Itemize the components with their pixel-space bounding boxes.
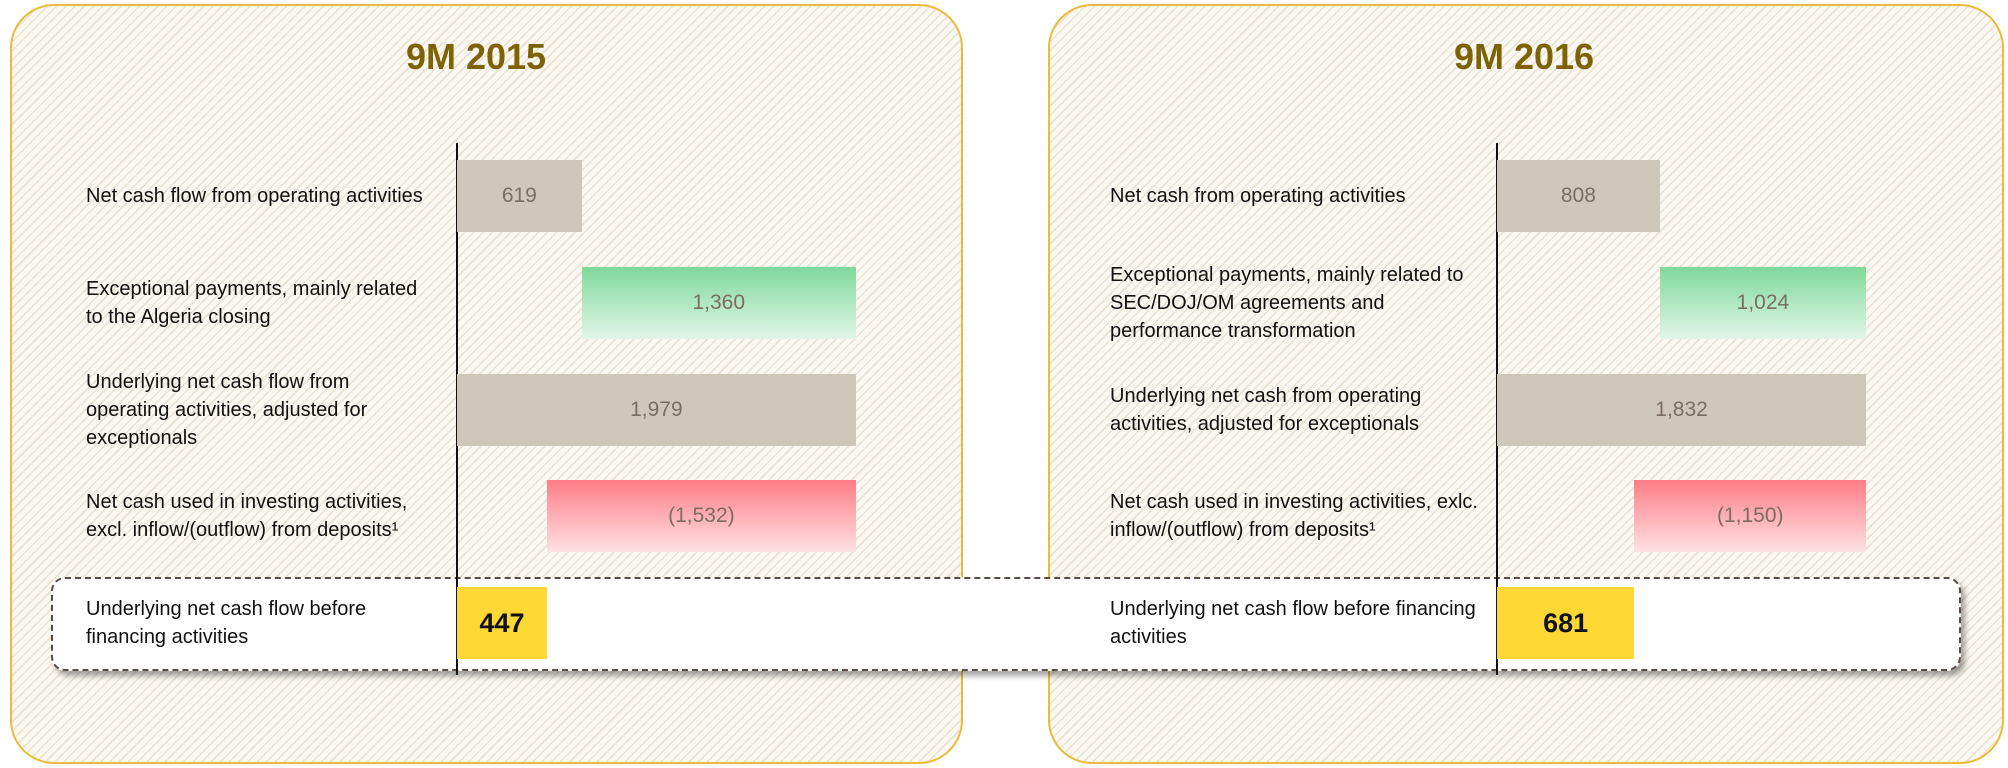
bar [1659,267,1867,339]
bar [457,374,856,446]
bar [457,587,548,659]
bar [581,267,856,339]
row-label: Net cash from operating activities [1110,185,1406,207]
value-label: 1,832 [1655,398,1708,421]
row-label: Underlying net cash flow from operating … [86,371,368,449]
value-label: 681 [1543,607,1589,638]
value-label: (1,532) [668,504,735,527]
bar [1497,160,1660,232]
value-label: 808 [1560,184,1596,207]
row-label: Net cash used in investing activities, e… [1110,491,1478,541]
row-label: Exceptional payments, mainly related to … [86,278,418,328]
row-label: Underlying net cash from operating activ… [1110,385,1422,435]
value-label: 447 [479,607,525,638]
row-label: Net cash flow from operating activities [86,185,423,207]
chart-title: 9M 2015 [405,36,547,77]
bar [547,480,856,552]
bar [1497,374,1867,446]
value-label: 1,360 [692,291,746,314]
row-label: Exceptional payments, mainly related to … [1110,264,1464,342]
value-label: 1,979 [630,398,683,421]
chart-title: 9M 2016 [1453,36,1595,77]
value-label: 1,024 [1736,291,1790,314]
bar [1497,587,1635,659]
bar [457,160,582,232]
row-label: Underlying net cash flow before financin… [1110,598,1476,648]
value-label: 619 [501,184,537,207]
value-label: (1,150) [1717,504,1784,527]
bar [1634,480,1867,552]
highlight-box [51,577,1961,671]
row-label: Net cash used in investing activities, e… [86,491,408,541]
row-label: Underlying net cash flow before financin… [86,598,367,648]
